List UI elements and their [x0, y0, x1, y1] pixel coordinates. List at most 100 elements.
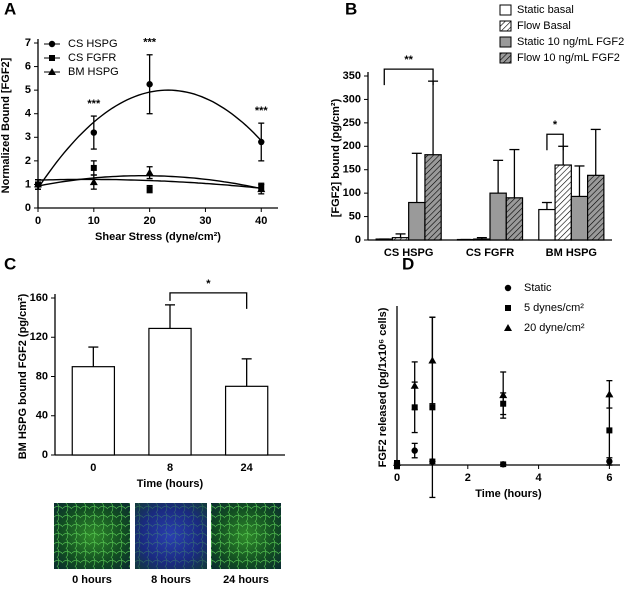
y-tick-label: 40	[36, 410, 48, 422]
y-tick-label: 7	[25, 37, 31, 49]
legend-swatch	[499, 36, 512, 48]
x-tick-label: 40	[255, 215, 267, 227]
y-tick-label: 120	[30, 331, 48, 343]
y-tick-label: 0	[355, 234, 361, 246]
marker	[90, 164, 97, 171]
x-tick-label: 8	[167, 462, 173, 474]
significance-label: **	[404, 54, 413, 66]
x-axis-label: Shear Stress (dyne/cm²)	[95, 231, 221, 243]
micrograph-texture	[211, 503, 281, 569]
micrograph-texture	[135, 503, 207, 569]
y-tick-label: 100	[343, 187, 361, 199]
legend-marker	[49, 55, 55, 61]
x-tick-label: 6	[606, 472, 612, 484]
legend-hatch	[500, 21, 511, 31]
y-axis-label: FGF2 released (pg/1x10⁶ cells)	[377, 307, 389, 467]
marker	[499, 461, 507, 468]
y-tick-label: 350	[343, 70, 361, 82]
marker	[146, 186, 153, 193]
marker	[410, 381, 419, 389]
x-axis-label: Time (hours)	[475, 488, 542, 500]
marker	[499, 391, 508, 399]
x-tick-label: 0	[90, 462, 96, 474]
bar-hatch	[506, 197, 523, 240]
y-tick-label: 200	[343, 140, 361, 152]
marker	[429, 404, 436, 411]
y-tick-label: 0	[42, 449, 48, 461]
legend-label: Flow 10 ng/mL FGF2	[517, 52, 620, 64]
y-axis-label: BM HSPG bound FGF2 (pg/cm²)	[17, 293, 29, 459]
significance-bracket	[169, 292, 248, 309]
bar-hatch	[587, 175, 604, 240]
marker	[393, 458, 401, 466]
image-caption: 24 hours	[223, 574, 269, 586]
x-tick-label: 20	[144, 215, 156, 227]
legend-marker	[48, 68, 56, 75]
bar	[148, 327, 192, 456]
x-tick-label: 24	[241, 462, 254, 474]
y-tick-label: 6	[25, 60, 31, 72]
y-axis-label: [FGF2] bound (pg/cm²)	[330, 98, 342, 217]
bar-hatch	[473, 239, 490, 240]
marker	[605, 390, 614, 398]
legend-label: BM HSPG	[68, 66, 119, 78]
x-tick-label: BM HSPG	[546, 247, 597, 259]
panel-label: A	[4, 0, 16, 18]
image-caption: 8 hours	[151, 574, 191, 586]
y-tick-label: 3	[25, 131, 31, 143]
legend-marker	[48, 40, 56, 48]
bar	[224, 385, 269, 456]
y-tick-label: 0	[25, 202, 31, 214]
legend-label: Static 10 ng/mL FGF2	[517, 36, 624, 48]
y-tick-label: 2	[25, 155, 31, 167]
x-tick-label: 30	[199, 215, 211, 227]
significance-label: *	[206, 278, 211, 290]
panel-label: B	[345, 0, 357, 18]
bar	[570, 195, 589, 241]
marker	[34, 180, 42, 188]
bar	[408, 201, 426, 241]
x-tick-label: 0	[394, 472, 400, 484]
legend-label: CS HSPG	[68, 38, 118, 50]
micrographs	[54, 503, 281, 569]
marker	[428, 356, 437, 364]
y-tick-label: 1	[25, 178, 31, 190]
panel-label: C	[4, 254, 16, 273]
marker	[411, 447, 418, 454]
significance-bracket	[546, 133, 564, 151]
legend-label: 5 dynes/cm²	[524, 302, 584, 314]
micrograph-texture	[54, 503, 130, 569]
legend-marker	[504, 324, 512, 331]
legend-label: Flow Basal	[517, 20, 571, 32]
bar-hatch	[392, 237, 409, 240]
significance-bracket	[383, 68, 434, 86]
bar	[538, 208, 556, 241]
y-tick-label: 150	[343, 164, 361, 176]
bar-hatch	[555, 165, 572, 240]
y-tick-label: 50	[349, 210, 361, 222]
marker	[89, 178, 98, 186]
panel-label: D	[402, 254, 414, 273]
legend-label: Static	[524, 282, 552, 294]
marker	[145, 168, 154, 176]
bar-hatch	[424, 154, 442, 240]
x-tick-label: 4	[536, 472, 543, 484]
x-tick-label: 10	[88, 215, 100, 227]
legend-swatch	[499, 4, 512, 16]
image-caption: 0 hours	[72, 574, 112, 586]
x-tick-label: CS HSPG	[384, 247, 434, 259]
y-tick-label: 300	[343, 93, 361, 105]
significance-label: *	[553, 119, 558, 131]
legend-label: 20 dyne/cm²	[524, 322, 585, 334]
bar	[489, 192, 507, 241]
y-tick-label: 80	[36, 370, 48, 382]
significance-label: ***	[143, 37, 157, 49]
y-axis-label: Normalized Bound [FGF2]	[0, 57, 12, 193]
legend-marker	[504, 284, 512, 292]
legend-marker	[505, 305, 511, 311]
bar	[71, 366, 116, 456]
marker	[146, 81, 153, 88]
legend-label: Static basal	[517, 4, 574, 16]
